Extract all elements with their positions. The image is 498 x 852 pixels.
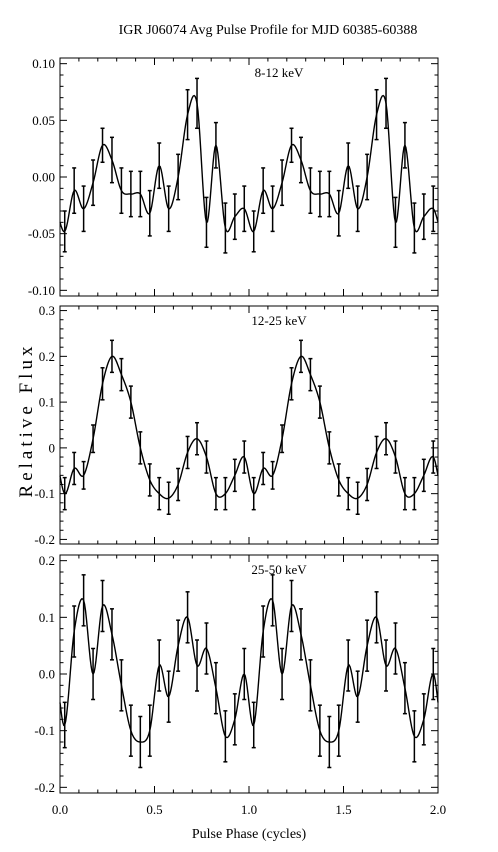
x-tick-label: 1.5 — [335, 802, 351, 817]
y-tick-label: -0.1 — [34, 723, 55, 738]
y-tick-label: 0.05 — [32, 113, 55, 128]
figure-title: IGR J06074 Avg Pulse Profile for MJD 603… — [119, 23, 418, 38]
y-tick-label: 0.0 — [39, 667, 55, 682]
panel-frame — [59, 554, 439, 794]
panel-2: -0.2 -0.1 0 0.1 0.2 0.3 12-25 keV — [34, 303, 439, 547]
y-tick-label: -0.10 — [28, 283, 55, 298]
y-tick-label: -0.2 — [34, 780, 55, 795]
profile-curve — [59, 94, 439, 233]
profile-curve — [59, 598, 439, 743]
panel-energy-label: 25-50 keV — [251, 562, 307, 577]
y-tick-label: 0.1 — [39, 610, 55, 625]
panel-1: -0.10 -0.05 0.00 0.05 0.10 8-12 keV — [28, 56, 439, 298]
y-tick-label: 0.3 — [39, 303, 55, 318]
y-tick-label: -0.05 — [28, 226, 55, 241]
panel-energy-label: 12-25 keV — [251, 313, 307, 328]
y-tick-label: -0.2 — [34, 532, 55, 547]
panels: -0.10-0.050.000.050.108-12 keV-0.2-0.100… — [28, 56, 446, 817]
y-tick-label: 0.1 — [39, 395, 55, 410]
panel-energy-label: 8-12 keV — [255, 65, 304, 80]
y-tick-label: 0.10 — [32, 56, 55, 71]
y-axis-label: Relative Flux — [16, 343, 37, 498]
y-tick-label: -0.1 — [34, 486, 55, 501]
y-tick-label: 0.00 — [32, 170, 55, 185]
panel-frame — [59, 305, 439, 545]
x-tick-label: 2.0 — [430, 802, 446, 817]
x-tick-label: 1.0 — [241, 802, 257, 817]
panel-3: 0.0 0.5 1.0 1.5 2.0 -0.2 -0.1 0.0 0.1 0.2 25-50 ke… — [34, 553, 446, 817]
y-tick-label: 0.2 — [39, 553, 55, 568]
profile-curve — [59, 355, 439, 500]
y-tick-label: 0.2 — [39, 349, 55, 364]
x-tick-label: 0.0 — [52, 802, 68, 817]
x-axis-label: Pulse Phase (cycles) — [192, 827, 307, 842]
y-tick-label: 0 — [49, 440, 56, 455]
x-tick-label: 0.5 — [146, 802, 162, 817]
